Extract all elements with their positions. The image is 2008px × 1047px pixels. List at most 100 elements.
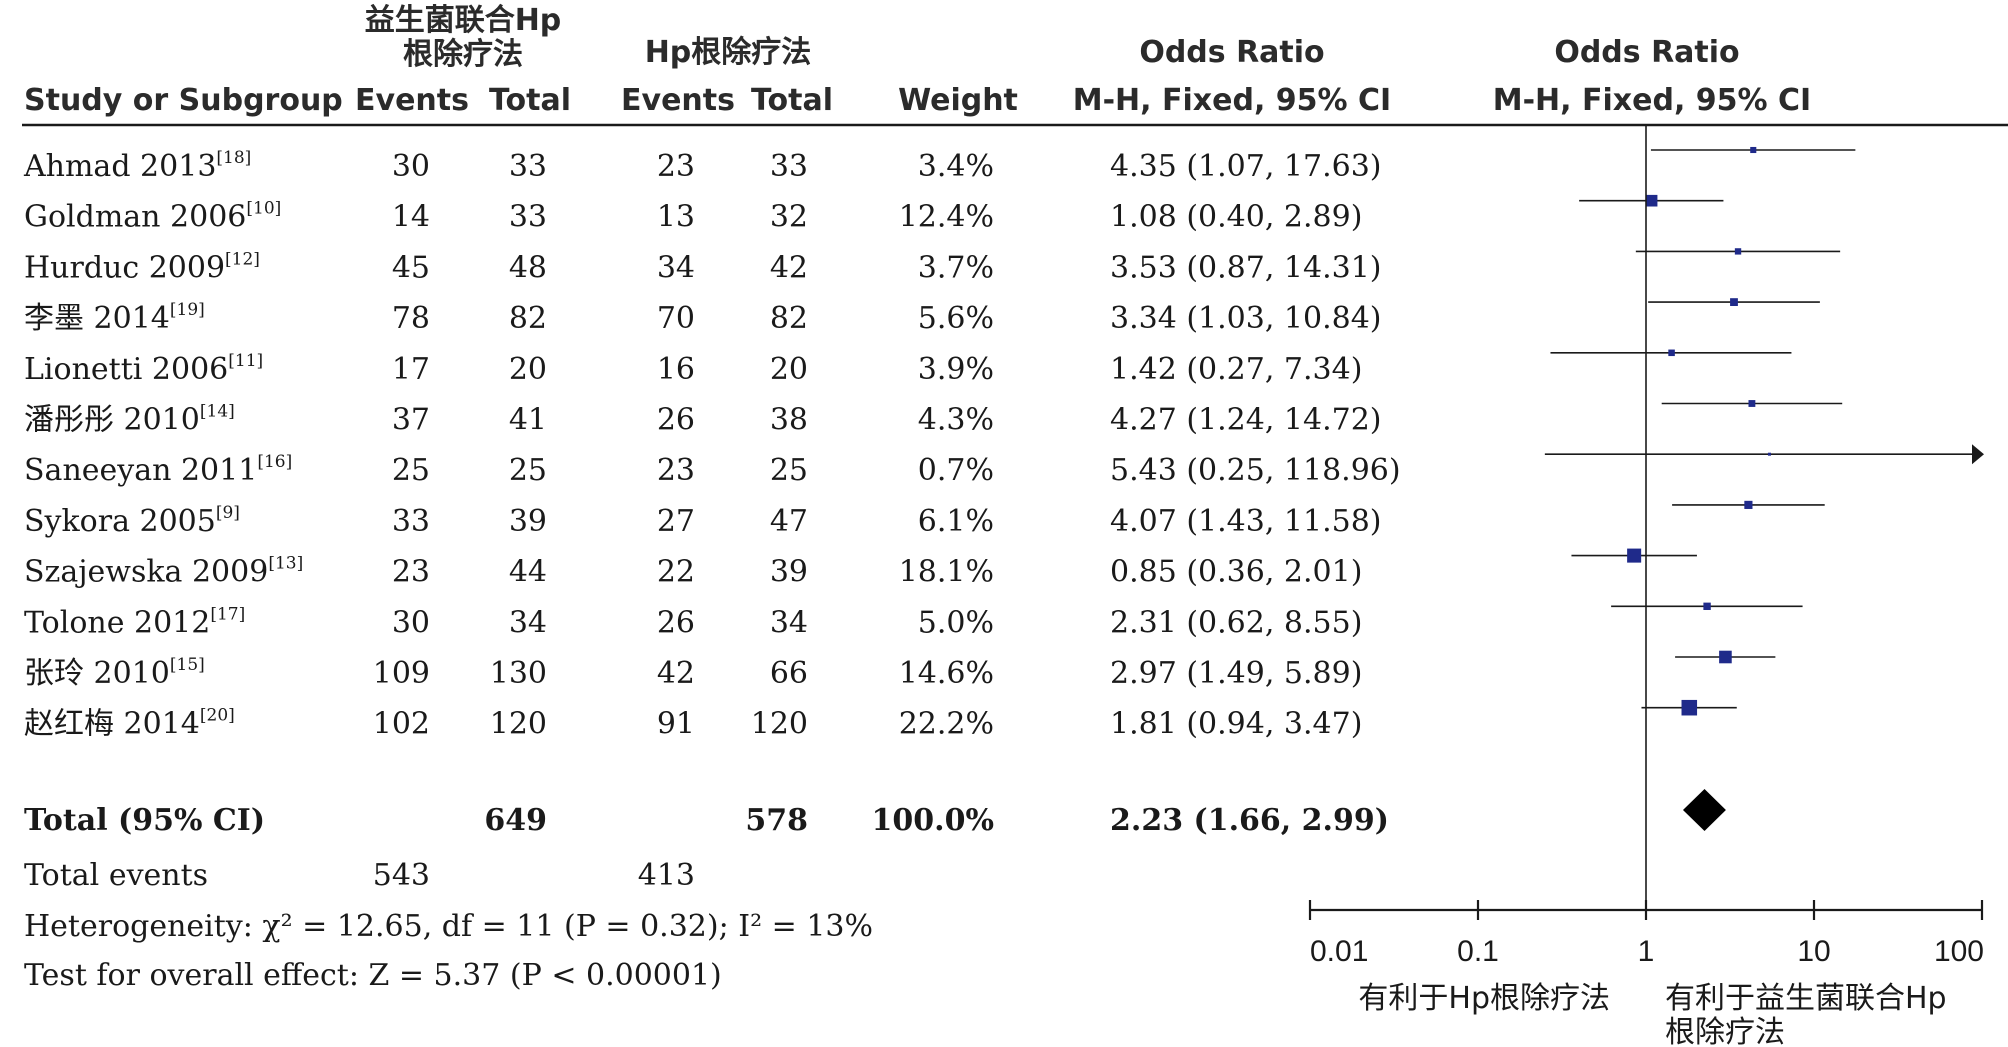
study-total-1: 48 <box>509 250 547 285</box>
favours-right-label-line1: 有利于益生菌联合Hp <box>1665 981 1947 1016</box>
study-events-1: 102 <box>373 707 430 742</box>
effect-square <box>1767 452 1771 456</box>
study-ref: [17] <box>210 604 245 624</box>
favours-right-label-line2: 根除疗法 <box>1665 1015 1785 1047</box>
study-weight: 0.7% <box>918 453 994 488</box>
study-ref: [13] <box>268 554 303 574</box>
study-total-1: 82 <box>509 301 547 336</box>
study-total-1: 120 <box>490 707 547 742</box>
study-name: Goldman 2006[10] <box>24 199 281 235</box>
study-rows: Ahmad 2013[18] 30 33 23 33 3.4% 4.35 (1.07, 17… <box>23 148 1401 742</box>
study-weight: 5.6% <box>918 301 994 336</box>
study-total-1: 41 <box>509 403 547 438</box>
study-ref: [15] <box>170 655 205 675</box>
study-ci-text: 2.97 (1.49, 5.89) <box>1110 656 1362 691</box>
group2-header: Hp根除疗法 <box>645 35 812 70</box>
study-events-2: 34 <box>657 250 695 285</box>
or-column-method: M-H, Fixed, 95% CI <box>1073 83 1391 118</box>
study-weight: 3.4% <box>918 149 994 184</box>
study-ci-text: 1.81 (0.94, 3.47) <box>1110 707 1362 742</box>
weight-column-header: Weight <box>898 83 1018 118</box>
study-weight: 3.9% <box>918 352 994 387</box>
effect-square <box>1645 194 1658 207</box>
study-total-2: 38 <box>770 403 808 438</box>
study-ci-text: 4.35 (1.07, 17.63) <box>1110 149 1382 184</box>
study-events-1: 30 <box>392 605 430 640</box>
study-ref: [18] <box>216 148 251 168</box>
study-events-2: 26 <box>657 605 695 640</box>
study-weight: 18.1% <box>899 555 994 590</box>
x-axis-tick-label: 0.01 <box>1310 935 1368 968</box>
total-label: Total (95% CI) <box>24 803 265 838</box>
total-ci-text: 2.23 (1.66, 2.99) <box>1110 803 1389 838</box>
total-events-1: 543 <box>373 858 430 893</box>
effect-square <box>1681 699 1698 716</box>
study-total-1: 130 <box>490 656 547 691</box>
study-total-1: 34 <box>509 605 547 640</box>
total-events-2: 413 <box>638 858 695 893</box>
study-name: 张玲 2010[15] <box>24 655 205 691</box>
effect-square <box>1627 548 1642 563</box>
study-total-1: 33 <box>509 200 547 235</box>
study-total-2: 32 <box>770 200 808 235</box>
effect-square <box>1750 146 1757 154</box>
study-events-2: 27 <box>657 504 695 539</box>
events1-column-header: Events <box>355 83 469 118</box>
study-total-2: 42 <box>770 250 808 285</box>
study-total-1: 44 <box>509 555 547 590</box>
study-total-2: 33 <box>770 149 808 184</box>
study-events-1: 23 <box>392 555 430 590</box>
study-weight: 4.3% <box>918 403 994 438</box>
study-weight: 5.0% <box>918 605 994 640</box>
study-ref: [14] <box>200 402 235 422</box>
study-ci-text: 3.34 (1.03, 10.84) <box>1110 301 1382 336</box>
effect-square <box>1668 349 1675 357</box>
study-ref: [9] <box>216 503 240 523</box>
study-weight: 22.2% <box>899 707 994 742</box>
total-events-label: Total events <box>24 858 208 893</box>
study-events-2: 13 <box>657 200 695 235</box>
study-ref: [20] <box>200 706 235 726</box>
study-events-1: 45 <box>392 250 430 285</box>
study-events-2: 70 <box>657 301 695 336</box>
study-ref: [19] <box>170 300 205 320</box>
study-events-1: 37 <box>392 403 430 438</box>
plot-column-method: M-H, Fixed, 95% CI <box>1493 83 1811 118</box>
study-weight: 6.1% <box>918 504 994 539</box>
study-total-2: 82 <box>770 301 808 336</box>
favours-left-label: 有利于Hp根除疗法 <box>1358 981 1610 1016</box>
study-ref: [10] <box>246 199 281 219</box>
study-name: 李墨 2014[19] <box>24 300 205 336</box>
study-total-1: 33 <box>509 149 547 184</box>
effect-square <box>1734 248 1742 255</box>
study-total-2: 39 <box>770 555 808 590</box>
events2-column-header: Events <box>621 83 735 118</box>
study-name: 潘彤彤 2010[14] <box>24 402 235 438</box>
study-events-2: 42 <box>657 656 695 691</box>
effect-square <box>1719 650 1732 664</box>
x-axis-tick-label: 100 <box>1934 935 1984 968</box>
study-events-1: 30 <box>392 149 430 184</box>
study-events-2: 23 <box>657 149 695 184</box>
study-ci-text: 4.27 (1.24, 14.72) <box>1110 403 1382 438</box>
study-ci-text: 0.85 (0.36, 2.01) <box>1110 555 1362 590</box>
total-weight: 100.0% <box>872 803 994 838</box>
study-events-1: 17 <box>392 352 430 387</box>
study-events-2: 26 <box>657 403 695 438</box>
study-name: Szajewska 2009[13] <box>24 554 303 590</box>
study-ref: [12] <box>225 249 260 269</box>
study-total-2: 120 <box>751 707 808 742</box>
study-total-2: 25 <box>770 453 808 488</box>
study-name: Tolone 2012[17] <box>24 604 245 640</box>
plot-marks <box>1544 146 1984 831</box>
study-name: Sykora 2005[9] <box>24 503 240 539</box>
study-ref: [16] <box>257 452 292 472</box>
study-name: Hurduc 2009[12] <box>24 249 260 285</box>
study-name: Lionetti 2006[11] <box>24 351 263 387</box>
effect-square <box>1730 298 1738 307</box>
study-events-2: 91 <box>657 707 695 742</box>
study-total-2: 47 <box>770 504 808 539</box>
effect-square <box>1703 602 1711 610</box>
x-axis-tick-label: 10 <box>1797 935 1830 968</box>
